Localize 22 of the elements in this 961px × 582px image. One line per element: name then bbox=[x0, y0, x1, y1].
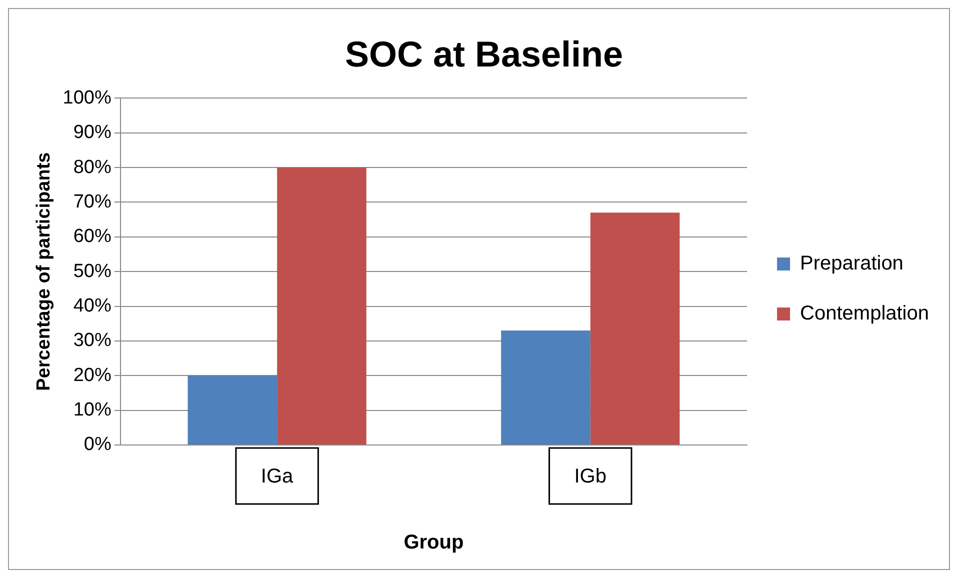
y-tick-label: 90% bbox=[73, 122, 112, 144]
y-tick-label: 80% bbox=[73, 156, 112, 178]
y-tick-label: 10% bbox=[73, 400, 112, 421]
bar bbox=[188, 376, 278, 444]
y-tick-label: 30% bbox=[73, 330, 112, 352]
legend-label: Preparation bbox=[800, 252, 904, 275]
y-axis-title: Percentage of participants bbox=[34, 152, 55, 391]
bar bbox=[501, 330, 590, 444]
bar bbox=[590, 212, 680, 444]
y-tick-label: 50% bbox=[73, 260, 112, 282]
x-tick-label: IGb bbox=[574, 466, 606, 488]
y-tick-label: 100% bbox=[62, 87, 112, 108]
x-axis-title: Group bbox=[404, 532, 464, 554]
legend-label: Contemplation bbox=[800, 302, 930, 325]
bar bbox=[277, 168, 366, 444]
y-tick-label: 60% bbox=[73, 226, 112, 248]
y-tick-label: 40% bbox=[73, 296, 112, 317]
chart-title: SOC at Baseline bbox=[344, 34, 624, 75]
x-tick-label: IGa bbox=[260, 466, 294, 488]
y-tick-label: 70% bbox=[73, 191, 112, 212]
y-tick-label: 0% bbox=[84, 434, 112, 456]
y-tick-label: 20% bbox=[73, 364, 112, 386]
